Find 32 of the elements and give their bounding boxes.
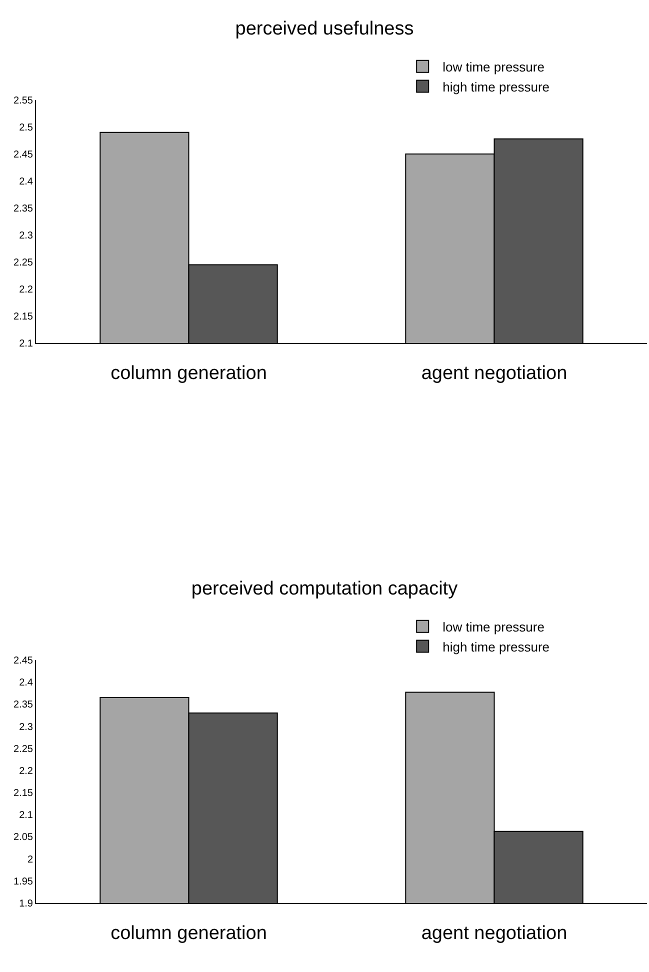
- y-tick-label: 2.25: [14, 258, 34, 268]
- x-tick-label: column generation: [110, 922, 267, 944]
- y-tick-label: 1.9: [19, 898, 34, 910]
- y-tick-label: 2.55: [14, 96, 34, 106]
- y-tick-label: 1.95: [14, 876, 34, 888]
- y-tick-label: 2.15: [14, 788, 34, 800]
- x-tick-label: column generation: [110, 362, 267, 384]
- y-tick-label: 2.15: [14, 312, 34, 322]
- chart-title: perceived computation capacity: [191, 578, 458, 600]
- y-tick-label: 2.2: [19, 284, 34, 296]
- y-tick-label: 2.4: [19, 176, 34, 188]
- legend-label: low time pressure: [442, 59, 544, 74]
- y-tick-label: 2.1: [19, 810, 34, 822]
- x-tick-label: agent negotiation: [421, 922, 568, 944]
- legend-label: high time pressure: [442, 79, 550, 94]
- y-tick-label: 2.45: [14, 656, 34, 666]
- x-tick-label: agent negotiation: [421, 362, 568, 384]
- legend-label: high time pressure: [442, 639, 550, 654]
- y-tick-label: 2.2: [19, 766, 34, 777]
- y-tick-label: 2.1: [19, 338, 34, 350]
- y-tick-label: 2.3: [19, 230, 34, 242]
- legend-label: low time pressure: [442, 619, 544, 634]
- y-tick-label: 2.35: [14, 700, 34, 711]
- chart-title: perceived usefulness: [235, 18, 414, 40]
- y-tick-label: 2.25: [14, 744, 34, 755]
- y-tick-label: 2: [27, 854, 34, 866]
- y-tick-label: 2.5: [19, 122, 34, 134]
- y-tick-label: 2.45: [14, 150, 34, 160]
- y-tick-label: 2.3: [19, 722, 34, 733]
- y-tick-label: 2.4: [19, 678, 34, 689]
- y-tick-label: 2.35: [14, 204, 34, 214]
- y-tick-label: 2.05: [14, 832, 34, 844]
